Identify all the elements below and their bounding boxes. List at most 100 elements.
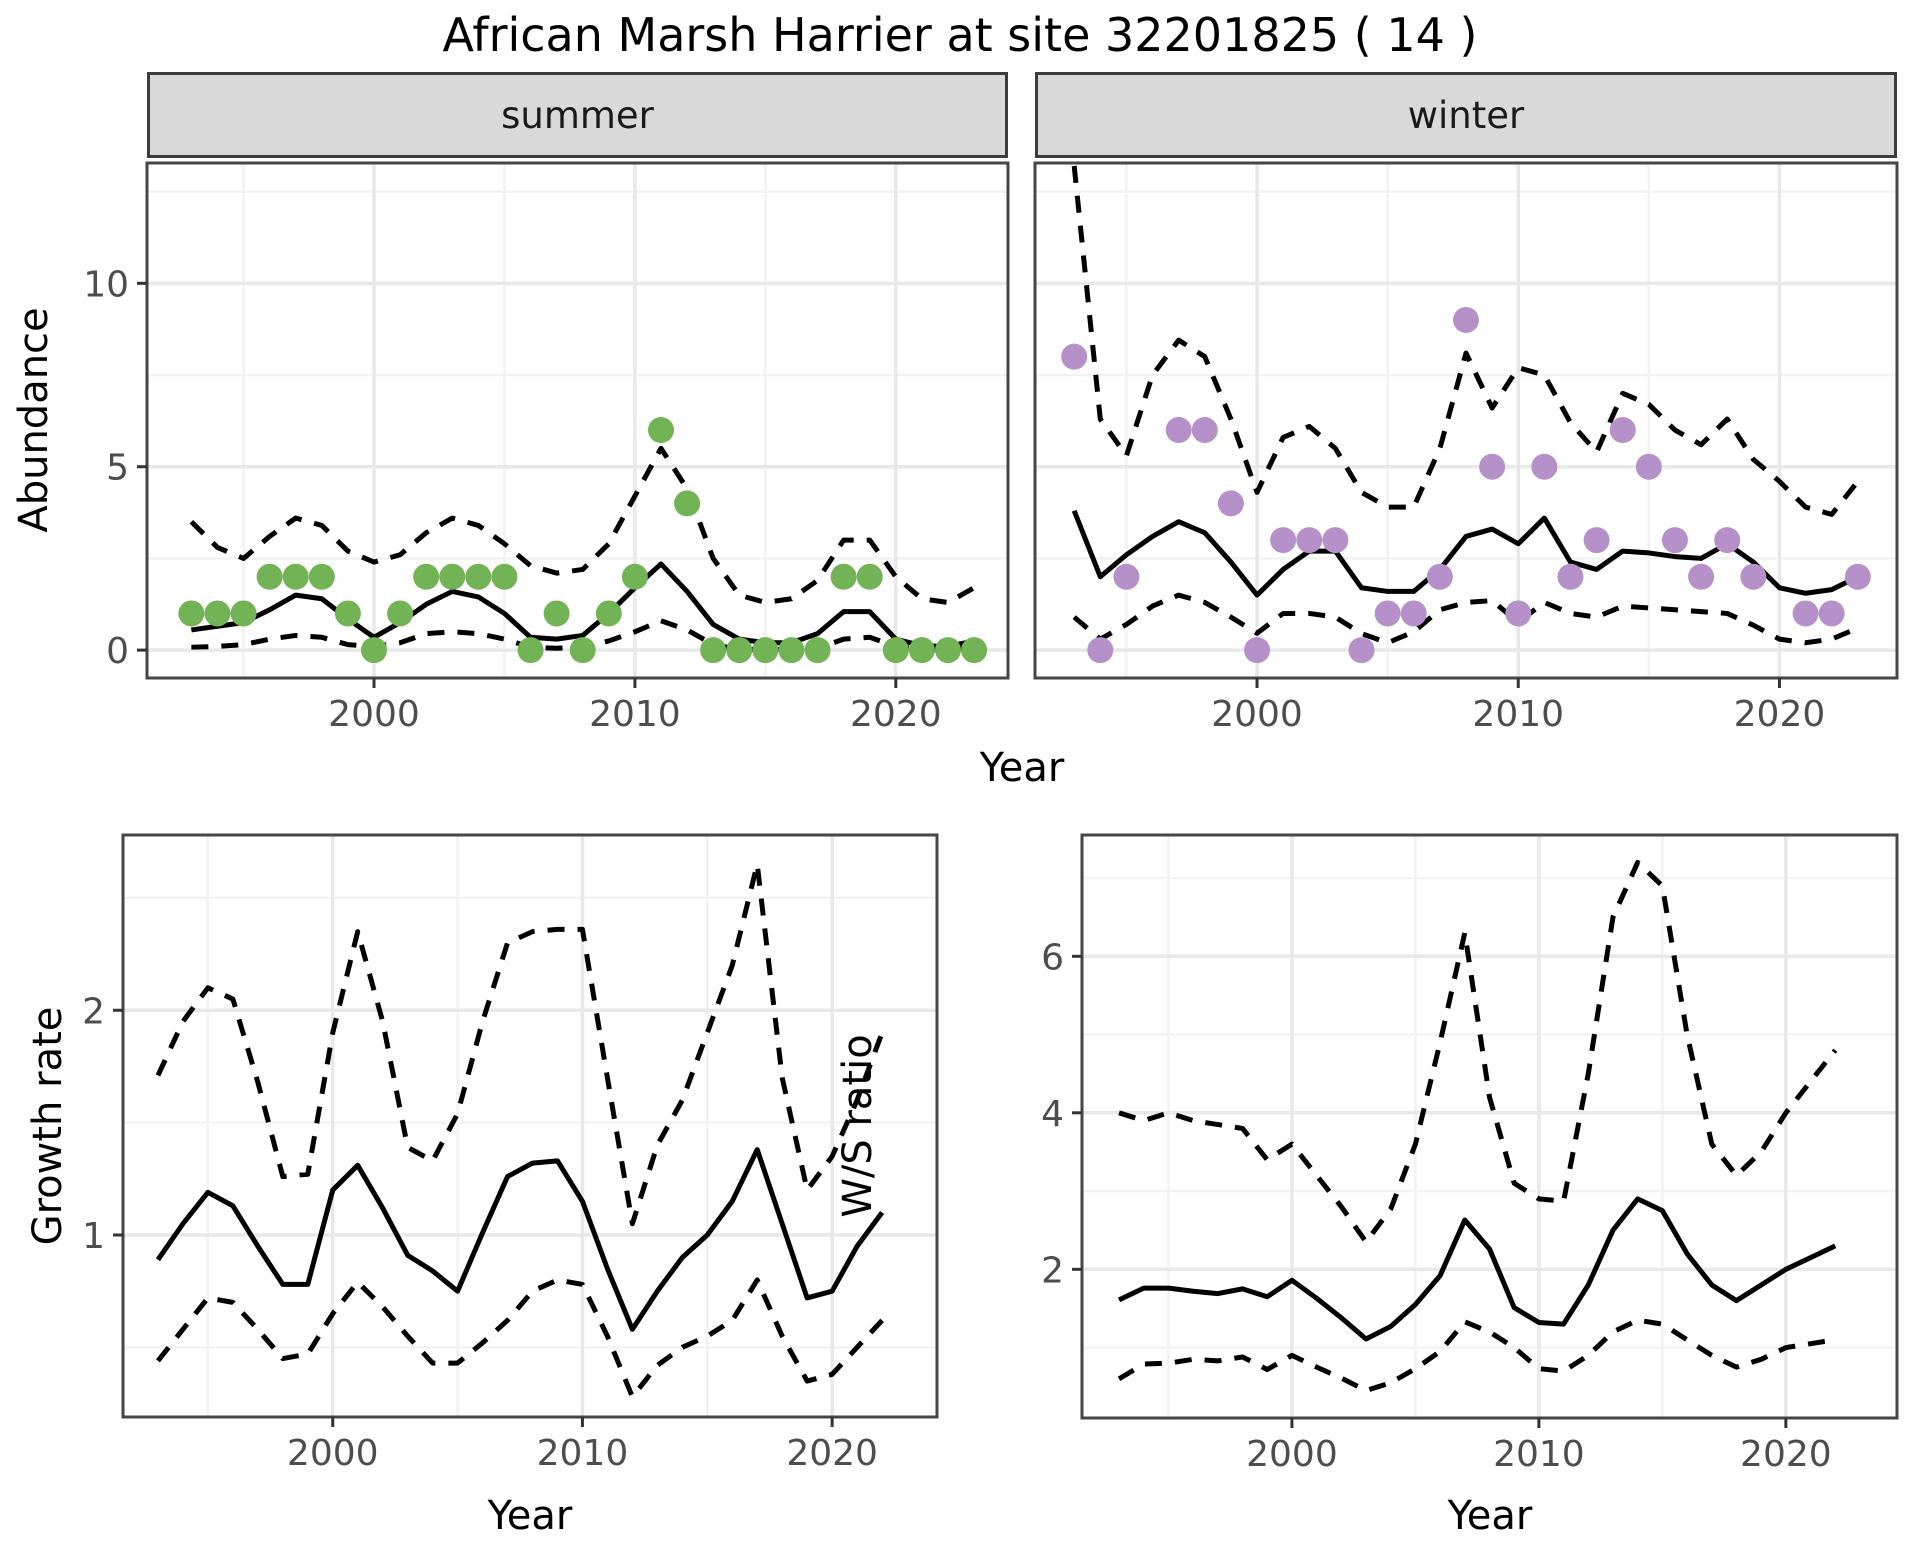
y-tick-label: 10 [83, 264, 129, 305]
data-point [674, 490, 701, 517]
y-tick-label: 1 [82, 1216, 105, 1257]
data-point [752, 637, 779, 664]
data-point [961, 637, 988, 664]
x-tick-label: 2020 [1734, 694, 1826, 735]
data-point [282, 563, 309, 590]
x-tick-label: 2010 [1493, 1434, 1585, 1475]
data-point [1165, 417, 1192, 444]
data-point [517, 637, 544, 664]
panel-background [1035, 163, 1897, 678]
data-point [908, 637, 935, 664]
data-point [1479, 453, 1506, 480]
data-point [387, 600, 414, 627]
data-point [1296, 527, 1323, 554]
data-point [1061, 343, 1088, 370]
x-tick-label: 2000 [1246, 1434, 1338, 1475]
x-tick-label: 2000 [287, 1433, 379, 1474]
data-point [334, 600, 361, 627]
data-point [1635, 453, 1662, 480]
panel-growth-rate: 2000 2010 2020 1 2 [82, 833, 939, 1474]
x-tick-label: 2000 [1211, 694, 1303, 735]
data-point [804, 637, 831, 664]
data-point [1505, 600, 1532, 627]
facet-strip-label: summer [501, 93, 654, 137]
data-point [360, 637, 387, 664]
data-point [700, 637, 727, 664]
panel-background [123, 835, 937, 1417]
panel-border [145, 161, 1010, 680]
y-axis-title-abundance: Abundance [11, 307, 57, 533]
panel-background [147, 163, 1008, 678]
data-point [1609, 417, 1636, 444]
series-upper_ci [189, 445, 976, 605]
x-tick-label: 2010 [537, 1433, 629, 1474]
facet-strip-label: winter [1407, 93, 1525, 137]
data-point [256, 563, 283, 590]
data-point [595, 600, 622, 627]
y-tick-label: 4 [1041, 1094, 1064, 1135]
data-point [856, 563, 883, 590]
data-point [1087, 637, 1114, 664]
data-point [1322, 527, 1349, 554]
data-point [1688, 563, 1715, 590]
series-upper_ci [1118, 859, 1838, 1245]
data-point [413, 563, 440, 590]
data-point [934, 637, 961, 664]
data-point [1661, 527, 1688, 554]
data-point [1113, 563, 1140, 590]
data-point [1740, 563, 1767, 590]
data-point [1818, 600, 1845, 627]
x-tick-label: 2010 [589, 694, 681, 735]
series-lower_ci [1072, 592, 1859, 646]
data-point [204, 600, 231, 627]
data-point [1426, 563, 1453, 590]
data-point [1557, 563, 1584, 590]
series-lower_ci [1117, 1317, 1836, 1394]
data-point [465, 563, 492, 590]
data-point [882, 637, 909, 664]
x-axis-title-ws-year: Year [1447, 1493, 1533, 1539]
y-tick-label: 2 [1041, 1250, 1064, 1291]
facet-strip-winter: winter [1035, 72, 1897, 158]
data-point [1374, 600, 1401, 627]
y-tick-label: 5 [106, 448, 129, 489]
data-point [1792, 600, 1819, 627]
series-fit [155, 1147, 885, 1332]
panel-ws-ratio: 2000 2010 2020 2 4 6 [1041, 833, 1899, 1475]
series-fit [191, 561, 975, 649]
y-tick-label: 6 [1041, 937, 1064, 978]
y-tick-label: 2 [82, 991, 105, 1032]
series-fit [1117, 1196, 1837, 1342]
data-point [1844, 563, 1871, 590]
data-point [778, 637, 805, 664]
data-point [178, 600, 205, 627]
y-axis-title-growth-rate: Growth rate [25, 1006, 71, 1246]
x-tick-label: 2010 [1472, 694, 1564, 735]
x-tick-label: 2020 [786, 1433, 878, 1474]
data-point [1270, 527, 1297, 554]
panel-border [1033, 161, 1899, 680]
x-tick-label: 2020 [850, 694, 942, 735]
data-point [1217, 490, 1244, 517]
data-point [543, 600, 570, 627]
data-point [308, 563, 335, 590]
facet-strip-summer: summer [147, 72, 1008, 158]
x-axis-title-top-year: Year [979, 745, 1065, 791]
x-tick-label: 2000 [328, 694, 420, 735]
x-tick-label: 2020 [1740, 1434, 1832, 1475]
data-point [1244, 637, 1271, 664]
panel-background [1082, 835, 1897, 1418]
panel-border [121, 833, 939, 1419]
data-point [1583, 527, 1610, 554]
panel-abundance-winter: 2000 2010 2020 [1033, 161, 1899, 735]
data-point [1531, 453, 1558, 480]
data-point [491, 563, 518, 590]
data-point [569, 637, 596, 664]
y-axis-title-ws-ratio: W/S ratio [835, 1034, 881, 1218]
series-upper_ci [155, 861, 885, 1227]
data-point [830, 563, 857, 590]
panel-border [1080, 833, 1899, 1420]
figure-title: African Marsh Harrier at site 32201825 (… [442, 8, 1478, 62]
